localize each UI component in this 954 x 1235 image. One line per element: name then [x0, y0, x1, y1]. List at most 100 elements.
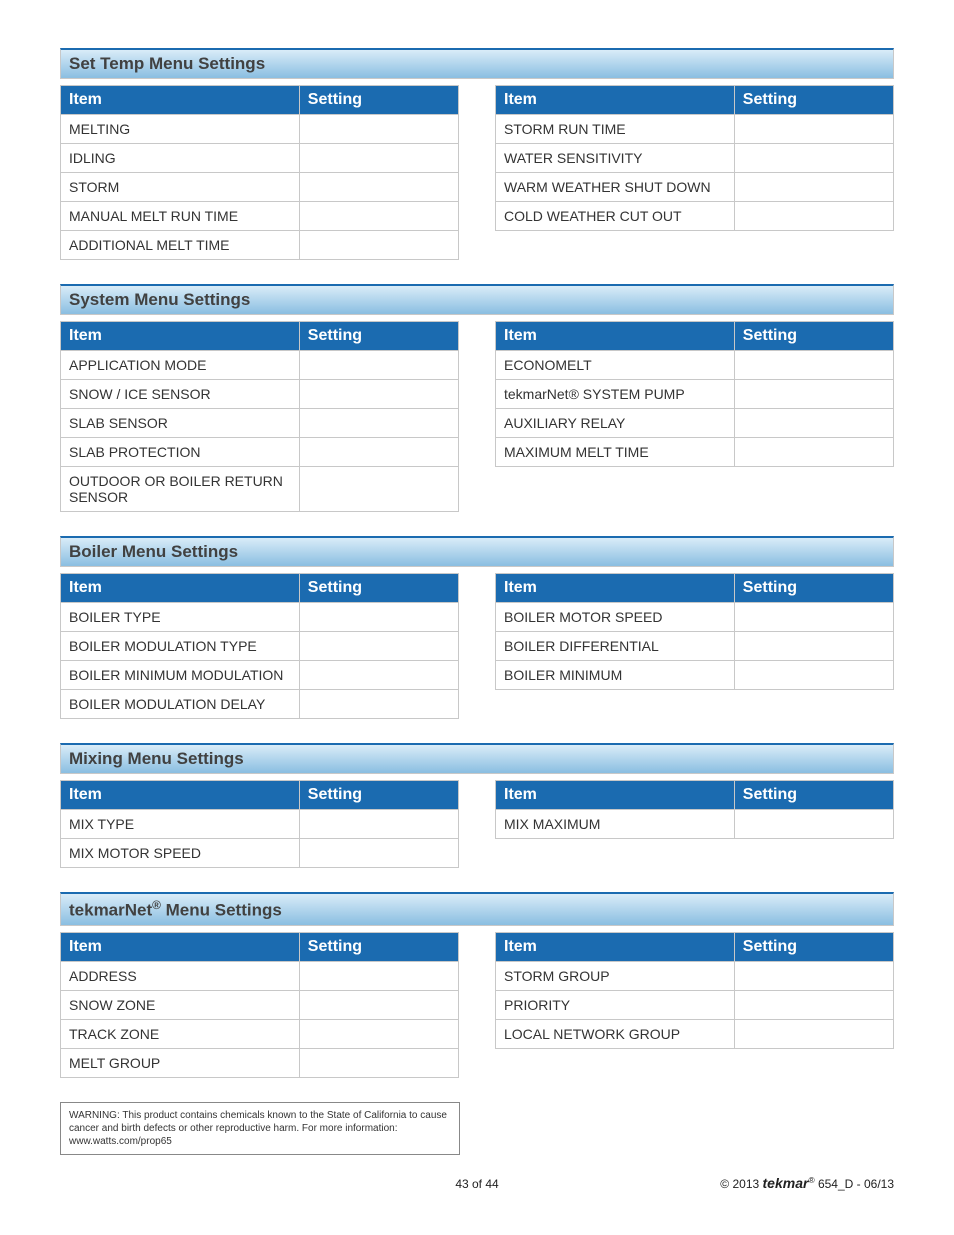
setting-cell[interactable]: [299, 173, 458, 202]
setting-cell[interactable]: [734, 173, 893, 202]
setting-cell[interactable]: [299, 438, 458, 467]
col-header-setting: Setting: [734, 86, 893, 115]
section-title: System Menu Settings: [60, 284, 894, 315]
table-row: BOILER TYPE: [61, 603, 459, 632]
setting-cell[interactable]: [734, 810, 893, 839]
setting-cell[interactable]: [299, 1048, 458, 1077]
col-header-item: Item: [496, 574, 735, 603]
item-cell: LOCAL NETWORK GROUP: [496, 1019, 735, 1048]
settings-table: ItemSettingMIX MAXIMUM: [495, 780, 894, 839]
item-cell: COLD WEATHER CUT OUT: [496, 202, 735, 231]
col-header-setting: Setting: [734, 781, 893, 810]
col-header-item: Item: [61, 932, 300, 961]
settings-table: ItemSettingADDRESSSNOW ZONETRACK ZONEMEL…: [60, 932, 459, 1078]
table-row: MIX TYPE: [61, 810, 459, 839]
item-cell: OUTDOOR OR BOILER RETURN SENSOR: [61, 467, 300, 512]
setting-cell[interactable]: [299, 467, 458, 512]
item-cell: BOILER MOTOR SPEED: [496, 603, 735, 632]
setting-cell[interactable]: [299, 231, 458, 260]
section-tekmarnet: tekmarNet® Menu Settings ItemSettingADDR…: [60, 892, 894, 1078]
table-row: MELTING: [61, 115, 459, 144]
page: Set Temp Menu Settings ItemSettingMELTIN…: [0, 0, 954, 1221]
section-title: Set Temp Menu Settings: [60, 48, 894, 79]
setting-cell[interactable]: [299, 661, 458, 690]
col-header-setting: Setting: [299, 574, 458, 603]
section-system: System Menu Settings ItemSettingAPPLICAT…: [60, 284, 894, 512]
setting-cell[interactable]: [734, 380, 893, 409]
table-row: MELT GROUP: [61, 1048, 459, 1077]
setting-cell[interactable]: [299, 409, 458, 438]
setting-cell[interactable]: [299, 351, 458, 380]
settings-table: ItemSettingSTORM GROUPPRIORITYLOCAL NETW…: [495, 932, 894, 1049]
setting-cell[interactable]: [734, 144, 893, 173]
table-row: BOILER MODULATION TYPE: [61, 632, 459, 661]
setting-cell[interactable]: [734, 990, 893, 1019]
item-cell: STORM GROUP: [496, 961, 735, 990]
table-row: BOILER MOTOR SPEED: [496, 603, 894, 632]
item-cell: IDLING: [61, 144, 300, 173]
setting-cell[interactable]: [299, 690, 458, 719]
item-cell: TRACK ZONE: [61, 1019, 300, 1048]
table-row: WATER SENSITIVITY: [496, 144, 894, 173]
footer-right: © 2013 tekmar® 654_D - 06/13: [616, 1175, 894, 1191]
setting-cell[interactable]: [734, 351, 893, 380]
setting-cell[interactable]: [299, 1019, 458, 1048]
table-row: TRACK ZONE: [61, 1019, 459, 1048]
setting-cell[interactable]: [734, 961, 893, 990]
setting-cell[interactable]: [299, 603, 458, 632]
item-cell: WATER SENSITIVITY: [496, 144, 735, 173]
setting-cell[interactable]: [299, 144, 458, 173]
setting-cell[interactable]: [299, 202, 458, 231]
item-cell: ADDRESS: [61, 961, 300, 990]
setting-cell[interactable]: [734, 661, 893, 690]
col-header-setting: Setting: [299, 932, 458, 961]
item-cell: BOILER MINIMUM: [496, 661, 735, 690]
section-title: Boiler Menu Settings: [60, 536, 894, 567]
item-cell: WARM WEATHER SHUT DOWN: [496, 173, 735, 202]
setting-cell[interactable]: [299, 810, 458, 839]
setting-cell[interactable]: [299, 632, 458, 661]
col-header-setting: Setting: [299, 86, 458, 115]
table-row: WARM WEATHER SHUT DOWN: [496, 173, 894, 202]
item-cell: AUXILIARY RELAY: [496, 409, 735, 438]
col-header-item: Item: [61, 574, 300, 603]
table-row: ADDRESS: [61, 961, 459, 990]
item-cell: MELTING: [61, 115, 300, 144]
table-row: ECONOMELT: [496, 351, 894, 380]
col-header-setting: Setting: [734, 932, 893, 961]
setting-cell[interactable]: [299, 380, 458, 409]
item-cell: MIX MAXIMUM: [496, 810, 735, 839]
item-cell: SNOW ZONE: [61, 990, 300, 1019]
item-cell: SLAB PROTECTION: [61, 438, 300, 467]
section-boiler: Boiler Menu Settings ItemSettingBOILER T…: [60, 536, 894, 719]
settings-table: ItemSettingAPPLICATION MODESNOW / ICE SE…: [60, 321, 459, 512]
settings-table: ItemSettingBOILER TYPEBOILER MODULATION …: [60, 573, 459, 719]
setting-cell[interactable]: [299, 115, 458, 144]
col-header-item: Item: [61, 781, 300, 810]
item-cell: BOILER MINIMUM MODULATION: [61, 661, 300, 690]
setting-cell[interactable]: [299, 990, 458, 1019]
table-row: STORM GROUP: [496, 961, 894, 990]
table-row: MAXIMUM MELT TIME: [496, 438, 894, 467]
table-row: PRIORITY: [496, 990, 894, 1019]
table-row: STORM: [61, 173, 459, 202]
setting-cell[interactable]: [734, 409, 893, 438]
item-cell: MIX MOTOR SPEED: [61, 839, 300, 868]
setting-cell[interactable]: [734, 438, 893, 467]
col-header-setting: Setting: [299, 322, 458, 351]
setting-cell[interactable]: [734, 202, 893, 231]
table-row: MIX MAXIMUM: [496, 810, 894, 839]
item-cell: BOILER TYPE: [61, 603, 300, 632]
title-prefix: tekmarNet: [69, 901, 152, 920]
setting-cell[interactable]: [734, 1019, 893, 1048]
setting-cell[interactable]: [734, 115, 893, 144]
setting-cell[interactable]: [299, 961, 458, 990]
item-cell: STORM RUN TIME: [496, 115, 735, 144]
setting-cell[interactable]: [299, 839, 458, 868]
section-mixing: Mixing Menu Settings ItemSettingMIX TYPE…: [60, 743, 894, 868]
col-header-item: Item: [61, 322, 300, 351]
item-cell: MAXIMUM MELT TIME: [496, 438, 735, 467]
doc-id: 654_D - 06/13: [815, 1177, 894, 1191]
setting-cell[interactable]: [734, 603, 893, 632]
setting-cell[interactable]: [734, 632, 893, 661]
